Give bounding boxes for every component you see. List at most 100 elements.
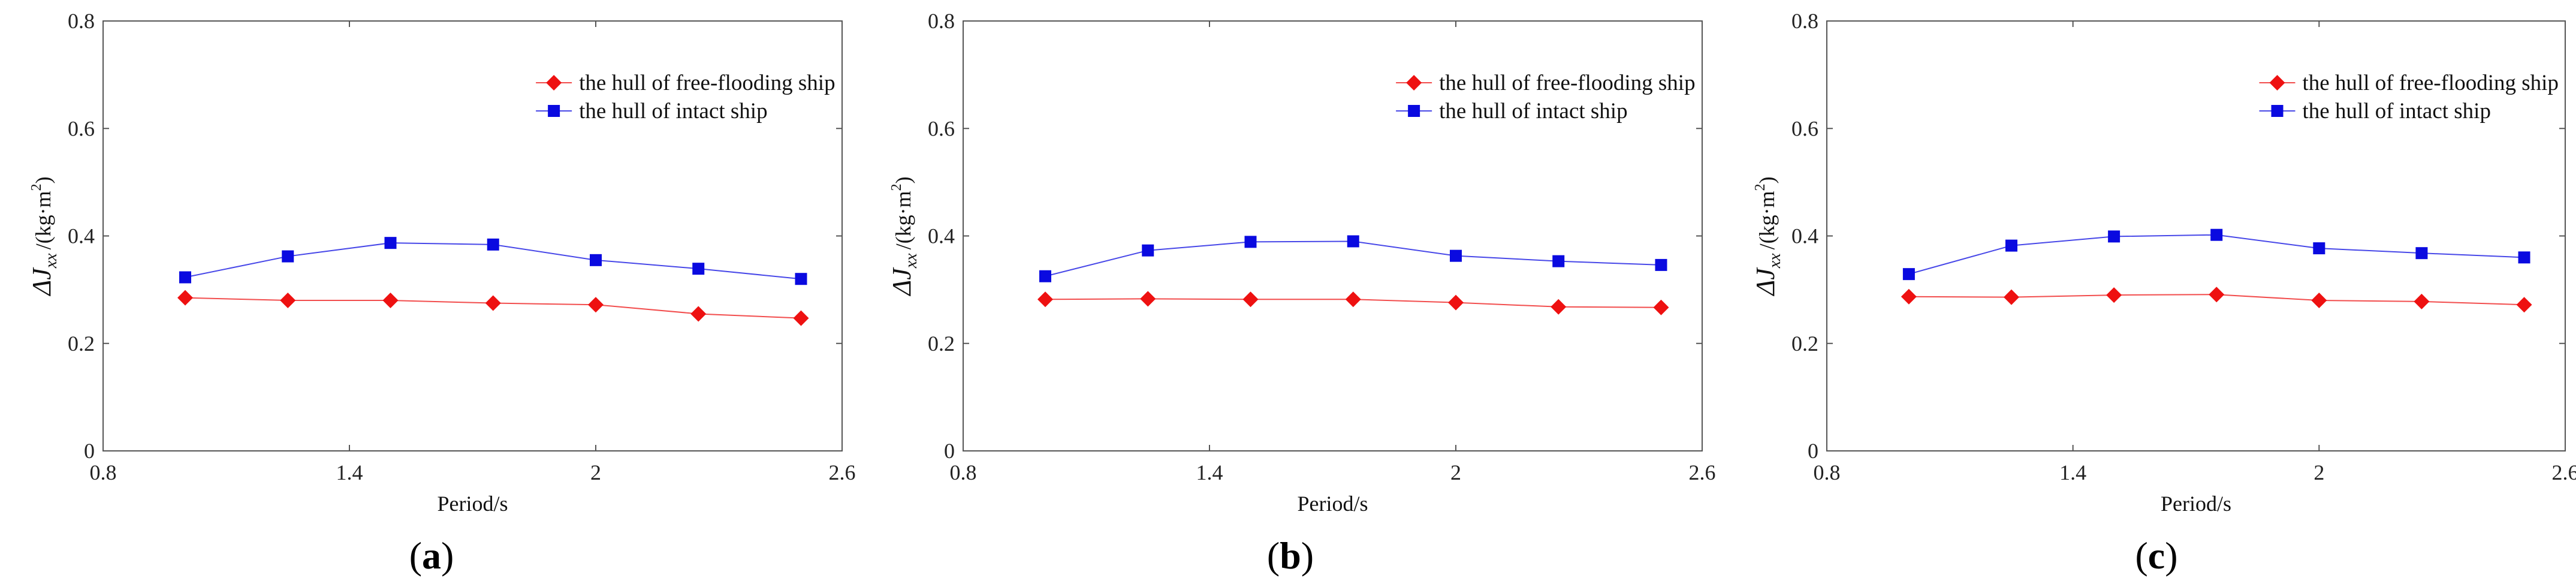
legend-label: the hull of free-flooding ship [1439, 71, 1695, 95]
panel-label-letter: b [1280, 534, 1301, 577]
panel-label-close: ) [441, 534, 454, 577]
panel-label-open: ( [2135, 534, 2147, 577]
data-point-diamond [382, 293, 399, 309]
data-point-diamond [1140, 291, 1156, 307]
y-axis-unit-exp: 2 [1752, 183, 1768, 191]
y-tick-label: 0.2 [1791, 332, 1818, 356]
legend-label: the hull of free-flooding ship [2303, 71, 2559, 95]
x-tick-label: 1.4 [2059, 460, 2086, 484]
data-point-diamond [588, 297, 604, 313]
legend-marker-diamond [1406, 75, 1422, 91]
data-point-diamond [2004, 289, 2019, 305]
x-axis-title: Period/s [2161, 492, 2231, 516]
legend-marker-square [548, 105, 560, 117]
panel-label: (a) [409, 534, 454, 577]
panel-label-close: ) [1301, 534, 1314, 577]
data-point-diamond [2106, 287, 2122, 303]
y-tick-label: 0.4 [928, 224, 955, 248]
data-point-diamond [1551, 299, 1567, 315]
data-point-square [2108, 230, 2120, 243]
panel-label-open: ( [1267, 534, 1280, 577]
panel-label-open: ( [409, 534, 422, 577]
y-tick-label: 0.8 [68, 9, 95, 33]
data-point-square [692, 263, 705, 275]
data-point-square [795, 273, 807, 285]
y-axis-unit: /(kg·m [891, 191, 915, 249]
y-axis-symbol: ΔJ [27, 267, 56, 297]
y-axis-symbol: ΔJ [1751, 267, 1780, 297]
panel-label: (c) [2135, 534, 2177, 577]
panel-label-letter: a [422, 534, 441, 577]
panel-label-letter: c [2148, 534, 2165, 577]
panel-label: (b) [1267, 534, 1314, 577]
y-tick-label: 0.8 [1791, 9, 1818, 33]
data-point-diamond [1242, 291, 1259, 308]
x-tick-label: 1.4 [336, 460, 363, 484]
data-point-diamond [280, 293, 296, 309]
y-tick-label: 0.4 [1791, 224, 1818, 248]
y-tick-label: 0.2 [68, 332, 95, 356]
data-point-diamond [1653, 299, 1669, 315]
panel-label-close: ) [2165, 534, 2177, 577]
data-point-square [1450, 249, 1462, 262]
data-point-diamond [1037, 291, 1053, 308]
x-axis-title: Period/s [1297, 492, 1368, 516]
data-point-square [2005, 239, 2017, 252]
data-point-square [2313, 242, 2325, 255]
data-point-diamond [1901, 288, 1917, 305]
y-tick-label: 0.8 [928, 9, 955, 33]
y-tick-label: 0.2 [928, 332, 955, 356]
data-point-square [1142, 244, 1154, 257]
data-point-diamond [793, 310, 809, 326]
y-tick-label: 0 [1808, 439, 1818, 463]
data-point-diamond [485, 295, 501, 311]
chart-panel-c: 0 0.2 0.4 0.6 0.8 0.8 1.4 2 2.6 Period/s ΔJxx /(kg·… [1751, 9, 2576, 577]
y-tick-label: 0 [944, 439, 955, 463]
data-point-square [1902, 268, 1915, 281]
data-point-square [487, 238, 499, 251]
x-tick-label: 2.6 [2552, 460, 2576, 484]
legend-label: the hull of free-flooding ship [579, 71, 835, 95]
data-point-diamond [2414, 293, 2430, 309]
y-axis-title: ΔJxx /(kg·m2) [27, 176, 61, 296]
y-axis-unit: /(kg·m [31, 191, 55, 249]
legend-marker-square [1408, 105, 1420, 117]
x-tick-label: 0.8 [950, 460, 977, 484]
y-axis-title: ΔJxx /(kg·m2) [1751, 176, 1784, 296]
x-tick-label: 0.8 [90, 460, 117, 484]
y-axis-subscript: xx [902, 253, 921, 269]
legend-label: the hull of intact ship [579, 99, 767, 124]
x-axis-title: Period/s [437, 492, 508, 516]
x-tick-label: 2.6 [1689, 460, 1716, 484]
legend-label: the hull of intact ship [1439, 99, 1627, 124]
data-point-square [1655, 258, 1667, 271]
legend-marker-diamond [2269, 75, 2285, 91]
x-tick-label: 2.6 [829, 460, 856, 484]
data-point-diamond [2209, 287, 2225, 303]
chart-panel-b: 0 0.2 0.4 0.6 0.8 0.8 1.4 2 2.6 Period/s ΔJxx /(kg·… [887, 9, 1716, 577]
data-point-square [2518, 251, 2530, 264]
y-tick-label: 0.6 [928, 116, 955, 140]
data-point-square [1244, 236, 1257, 248]
chart-panel-a: 0 0.2 0.4 0.6 0.8 0.8 1.4 2 2.6 Period/s ΔJxx /(kg·… [27, 9, 856, 577]
data-point-diamond [1345, 291, 1361, 308]
data-point-square [2415, 247, 2428, 260]
data-point-square [1347, 235, 1359, 248]
data-point-square [590, 254, 602, 266]
y-axis-title: ΔJxx /(kg·m2) [887, 176, 921, 296]
data-point-diamond [690, 306, 707, 322]
y-tick-label: 0.6 [1791, 116, 1818, 140]
y-axis-unit: /(kg·m [1755, 191, 1779, 249]
y-tick-label: 0.4 [68, 224, 95, 248]
data-point-diamond [2311, 293, 2327, 309]
y-tick-label: 0.6 [68, 116, 95, 140]
data-point-diamond [1448, 294, 1464, 311]
data-point-square [179, 271, 191, 284]
y-axis-subscript: xx [1766, 253, 1784, 269]
x-tick-label: 2 [590, 460, 601, 484]
data-point-square [1552, 255, 1565, 267]
y-axis-unit-close: ) [891, 176, 915, 183]
data-point-diamond [177, 290, 193, 306]
y-axis-symbol: ΔJ [887, 267, 916, 297]
